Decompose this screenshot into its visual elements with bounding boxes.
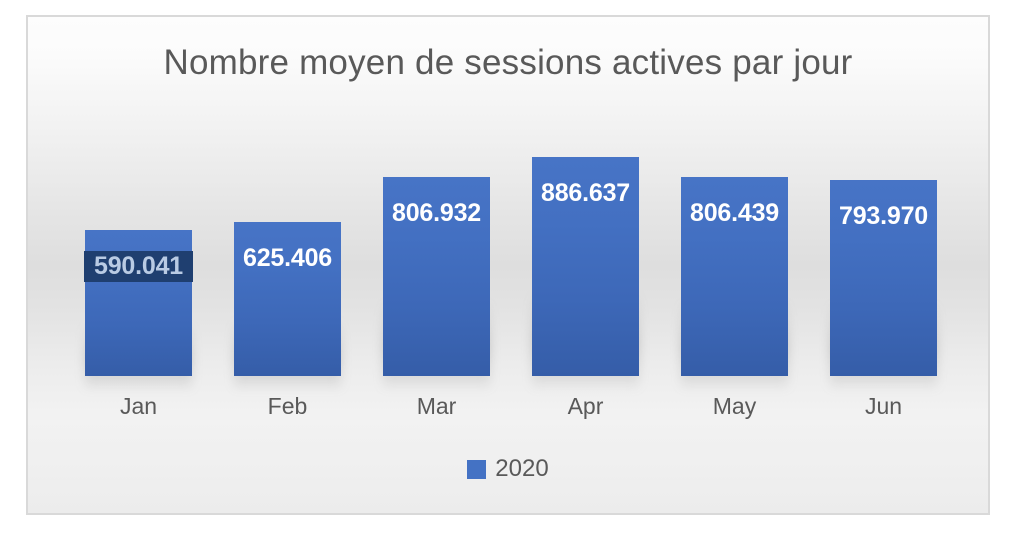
- chart-legend[interactable]: 2020: [28, 457, 988, 481]
- bar-value-label-feb[interactable]: 625.406: [243, 244, 332, 272]
- category-label-feb[interactable]: Feb: [267, 393, 308, 419]
- category-label-may[interactable]: May: [712, 393, 757, 419]
- chart-frame[interactable]: Nombre moyen de sessions actives par jou…: [26, 15, 990, 515]
- category-label-mar[interactable]: Mar: [416, 393, 457, 419]
- plot-area[interactable]: 590.041 Jan 625.406 Feb 806.932 Mar 886.637 Apr…: [28, 17, 988, 513]
- bar-apr[interactable]: [532, 157, 639, 376]
- bar-may[interactable]: [681, 177, 788, 376]
- category-label-jun[interactable]: Jun: [864, 393, 903, 419]
- chart-title[interactable]: Nombre moyen de sessions actives par jou…: [163, 43, 853, 82]
- legend-label-2020: 2020: [495, 455, 549, 482]
- bar-feb[interactable]: [234, 222, 341, 376]
- bar-jun[interactable]: [830, 180, 937, 376]
- category-label-apr[interactable]: Apr: [567, 393, 604, 419]
- bar-mar[interactable]: [383, 177, 490, 376]
- bar-value-label-jun[interactable]: 793.970: [839, 202, 928, 230]
- bar-value-label-apr[interactable]: 886.637: [541, 179, 630, 207]
- bar-value-label-jan[interactable]: 590.041: [85, 252, 192, 281]
- legend-swatch-2020: [467, 459, 487, 479]
- bar-value-label-may[interactable]: 806.439: [690, 199, 779, 227]
- category-label-jan[interactable]: Jan: [119, 393, 158, 419]
- bar-value-label-mar[interactable]: 806.932: [392, 199, 481, 227]
